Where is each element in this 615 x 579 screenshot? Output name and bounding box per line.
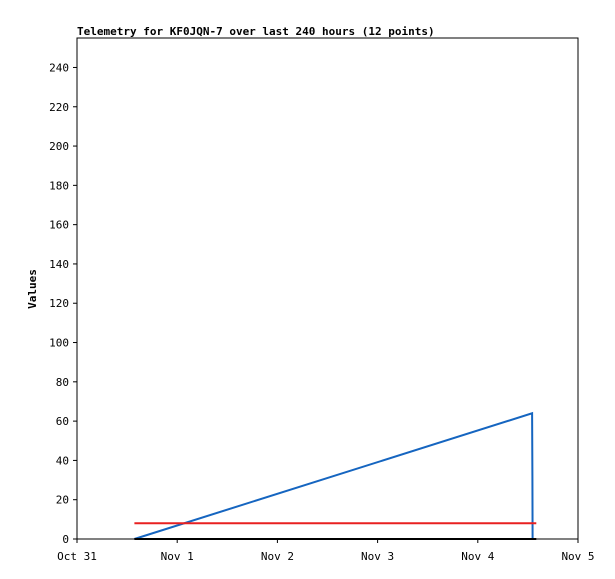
x-tick-label: Nov 1 (161, 550, 194, 563)
y-tick-label: 180 (49, 179, 69, 192)
x-tick-label: Nov 3 (361, 550, 394, 563)
x-tick-label: Oct 31 (57, 550, 97, 563)
y-tick-label: 160 (49, 219, 69, 232)
y-tick-label: 40 (56, 454, 69, 467)
y-tick-label: 20 (56, 494, 69, 507)
y-tick-label: 200 (49, 140, 69, 153)
x-tick-label: Nov 4 (461, 550, 494, 563)
y-tick-label: 100 (49, 337, 69, 350)
y-tick-label: 140 (49, 258, 69, 271)
x-axis-ticks: Oct 31 Nov 1 Nov 2 Nov 3 Nov 4 Nov 5 (57, 539, 595, 563)
y-tick-label: 60 (56, 415, 69, 428)
x-tick-label: Nov 5 (561, 550, 594, 563)
series-layer (134, 411, 537, 540)
series-line-1 (134, 411, 534, 540)
y-axis-ticks: 0 20 40 60 80 100 120 140 160 180 200 220 240 (49, 61, 77, 546)
y-tick-label: 120 (49, 297, 69, 310)
y-axis-label: Values (26, 269, 39, 309)
plot-frame (76, 37, 579, 540)
x-tick-label: Nov 2 (261, 550, 294, 563)
y-tick-label: 80 (56, 376, 69, 389)
y-tick-label: 220 (49, 101, 69, 114)
chart-title: Telemetry for KF0JQN-7 over last 240 hou… (77, 25, 435, 38)
y-tick-label: 240 (49, 61, 69, 74)
y-tick-label: 0 (62, 533, 69, 546)
